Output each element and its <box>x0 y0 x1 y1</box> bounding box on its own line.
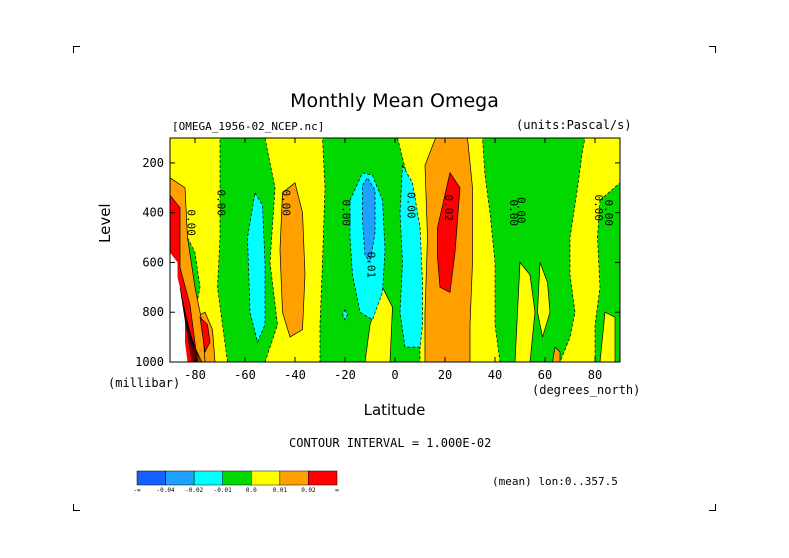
contour-label: 0.00 <box>184 209 197 236</box>
contour-label: 0.00 <box>279 189 292 216</box>
contour-region <box>199 316 211 354</box>
x-unit-label: (degrees_north) <box>532 383 641 397</box>
y-tick-label: 1000 <box>135 355 164 369</box>
contour-region <box>362 177 376 264</box>
colorbar-swatch <box>279 470 309 486</box>
contour-line <box>179 287 193 362</box>
colorbar-tick-label: -0.01 <box>214 487 232 494</box>
contour-region <box>482 138 586 362</box>
chart-title: Monthly Mean Omega <box>290 90 499 112</box>
x-axis-label: Latitude <box>363 401 426 419</box>
contour-label: 0.00 <box>515 197 528 224</box>
contour-label: 0.00 <box>340 199 353 226</box>
y-unit-label: (millibar) <box>108 376 181 390</box>
contour-region <box>599 311 616 362</box>
x-tick-label: -40 <box>284 368 306 382</box>
y-tick-label: 800 <box>142 305 164 319</box>
contour-label: 0.00 <box>592 194 605 221</box>
y-tick-label: 200 <box>142 156 164 170</box>
crop-mark-bottom-right <box>709 504 716 511</box>
contour-label: 0.02 <box>442 194 455 221</box>
colorbar-tick-label: -∞ <box>133 487 141 494</box>
x-tick-label: 80 <box>588 368 602 382</box>
units-label: (units:Pascal/s) <box>516 118 632 132</box>
crop-mark-bottom-left <box>73 504 80 511</box>
colorbar-swatch <box>308 470 338 486</box>
contour-label: 0.00 <box>602 199 615 226</box>
contour-region <box>514 261 536 362</box>
average-label: (mean) lon:0..357.5 <box>492 475 618 488</box>
contour-region <box>217 138 278 362</box>
contour-interval-label: CONTOUR INTERVAL = 1.000E-02 <box>289 436 492 450</box>
x-tick-label: -80 <box>184 368 206 382</box>
colorbar-swatch <box>193 470 223 486</box>
plot-area: 0.000.00 0.00 0.000.010.00 0.02 0.000.00 0.00… <box>170 138 620 362</box>
crop-mark-top-left <box>73 46 80 53</box>
colorbar-swatch <box>251 470 281 486</box>
contour-label: 0.00 <box>507 199 520 226</box>
colorbar-tick-label: 0.01 <box>273 487 288 494</box>
colorbar-swatch <box>222 470 252 486</box>
x-tick-label: 60 <box>538 368 552 382</box>
contour-region <box>437 171 461 293</box>
contour-region <box>342 308 348 321</box>
contour-line <box>189 336 203 362</box>
colorbar-tick-label: -0.04 <box>157 487 175 494</box>
contour-region <box>537 262 551 338</box>
crop-mark-top-right <box>709 46 716 53</box>
contour-label: 0.01 <box>364 252 377 279</box>
x-tick-label: 0 <box>391 368 398 382</box>
contour-region <box>170 252 188 362</box>
contour-region <box>247 191 266 344</box>
contour-region <box>399 164 423 348</box>
y-tick-label: 600 <box>142 255 164 269</box>
x-tick-label: 20 <box>438 368 452 382</box>
colorbar-tick-label: 0.02 <box>301 487 316 494</box>
colorbar-tick-label: -0.02 <box>185 487 203 494</box>
contour-label: 0.00 <box>214 189 227 216</box>
colorbar-tick-label: 0.0 <box>246 487 257 494</box>
x-tick-label: -20 <box>334 368 356 382</box>
y-tick-label: 400 <box>142 206 164 220</box>
x-tick-label: -60 <box>234 368 256 382</box>
colorbar-tick-label: ∞ <box>335 487 339 494</box>
file-label: [OMEGA_1956-02_NCEP.nc] <box>172 120 325 133</box>
colorbar-swatch <box>165 470 195 486</box>
x-tick-label: 40 <box>488 368 502 382</box>
contour-region <box>279 182 306 338</box>
contour-label: 0.00 <box>405 192 418 219</box>
colorbar-swatch <box>136 470 166 486</box>
contour-region <box>552 346 561 362</box>
